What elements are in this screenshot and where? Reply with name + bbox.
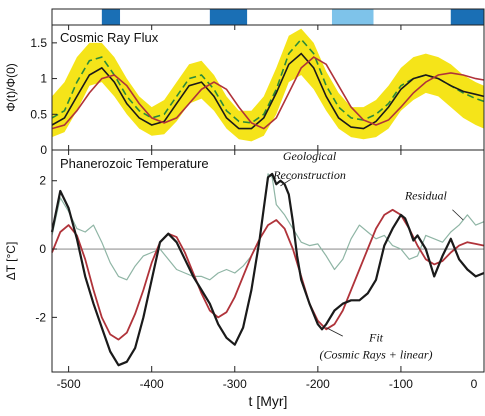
panel2-x-ticks: -500 -400 -300 -200 -100 0: [57, 150, 485, 391]
panel2-y-tick-label: 2: [39, 174, 46, 188]
annotation-label: (Cosmic Rays + linear): [319, 347, 432, 361]
panel1-y-axis-label: Φ(t)/Φ(0): [4, 63, 18, 111]
flux-series-line-3: [51, 56, 485, 130]
annotation-label: Geological: [283, 149, 337, 163]
top-bar-segment: [331, 9, 374, 25]
temperature-series-group: [50, 172, 485, 367]
geo-leader-line: [280, 178, 292, 187]
panel2-title: Phanerozoic Temperature: [60, 156, 209, 171]
panel1-y-tick-label: 0: [40, 143, 47, 157]
top-color-bar: [51, 8, 485, 26]
panel2-frame: [51, 149, 485, 373]
top-bar-segment: [120, 9, 210, 25]
panel1-title: Cosmic Ray Flux: [60, 30, 159, 45]
panel2-y-tick-label: 0: [39, 242, 46, 256]
top-bar-segment: [450, 9, 484, 25]
top-bar-segment: [247, 9, 332, 25]
fit-leader-line: [325, 327, 343, 337]
panel2-y-axis-label: ΔT [°C]: [4, 242, 18, 281]
cosmic-ray-panel: 0 0.5 1 1.5 Cosmic Ray Flux Φ(t)/Φ(0): [4, 24, 485, 157]
x-tick-label: -200: [306, 377, 330, 391]
flux-series-line-2: [51, 52, 485, 130]
x-tick-label: 0: [471, 377, 478, 391]
annotation-label: Fit: [368, 330, 384, 344]
panel1-y-tick-label: 1: [40, 72, 47, 86]
x-tick-label: -500: [57, 377, 81, 391]
panel1-y-ticks: 0 0.5 1 1.5: [30, 36, 57, 157]
annotation-label: Reconstruction: [272, 168, 346, 182]
annotation-label: Residual: [404, 189, 448, 203]
panel2-y-tick-label: -2: [35, 310, 46, 324]
panel1-y-tick-label: 1.5: [30, 36, 47, 50]
x-axis-label: t [Myr]: [249, 393, 288, 409]
panel2-y-ticks: -2 0 2: [35, 174, 57, 324]
temperature-panel: -2 0 2 -500 -400 -300 -200 -100 0 Geological Rec…: [4, 149, 485, 409]
flux-uncertainty-band: [52, 28, 484, 142]
residual-leader-line: [452, 209, 464, 221]
x-tick-label: -400: [140, 377, 164, 391]
top-bar-segment: [373, 9, 451, 25]
panel1-x-ticks: [68, 25, 402, 150]
flux-band-area: [52, 28, 484, 142]
x-tick-label: -300: [223, 377, 247, 391]
top-bar-segment: [52, 9, 102, 25]
x-tick-label: -100: [389, 377, 413, 391]
flux-series-group: [51, 38, 485, 130]
flux-series-line-1: [51, 38, 485, 124]
temperature-series-line-1: [50, 172, 485, 367]
panel1-y-tick-label: 0.5: [30, 107, 47, 121]
temperature-series-line-2: [51, 173, 485, 281]
top-bar-segment: [101, 9, 121, 25]
panel2-annotations: Geological Reconstruction Residual Fit (Cosm…: [272, 149, 447, 361]
top-bar-segment: [209, 9, 248, 25]
